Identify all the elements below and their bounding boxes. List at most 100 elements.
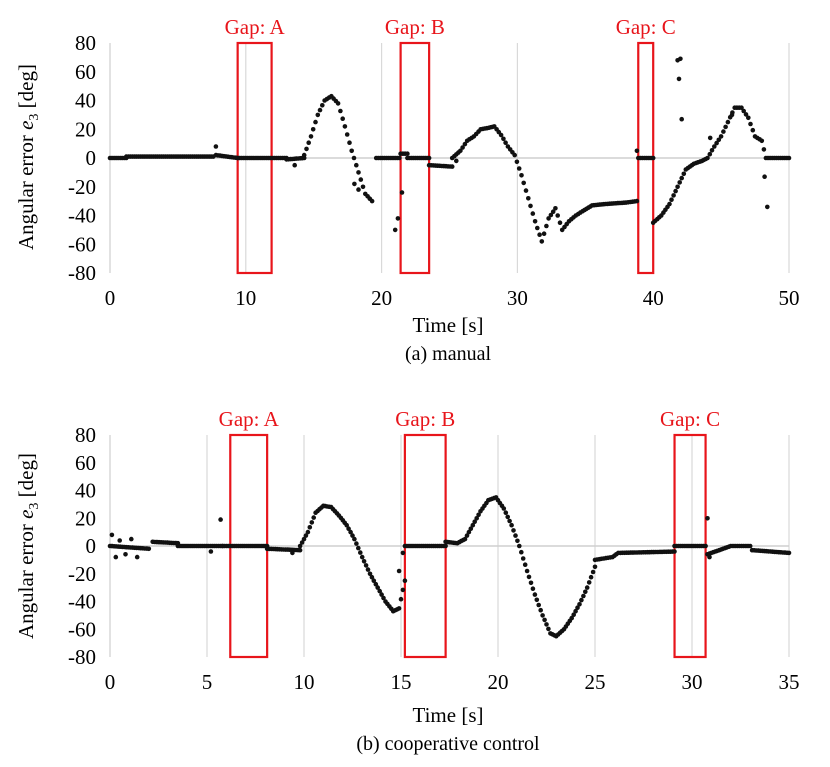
- y-tick-label: 40: [75, 479, 96, 503]
- chart-caption: (a) manual: [405, 343, 492, 365]
- data-point: [588, 574, 594, 580]
- data-point: [548, 212, 554, 218]
- data-point: [741, 108, 746, 114]
- data-point: [761, 147, 767, 152]
- data-point: [354, 541, 359, 546]
- y-axis-label: Angular error e3 [deg]: [14, 64, 42, 250]
- data-point: [676, 76, 682, 82]
- data-point: [712, 144, 717, 149]
- x-tick-label: 40: [643, 286, 664, 310]
- data-point: [516, 166, 522, 171]
- data-point: [679, 175, 684, 181]
- data-point: [449, 164, 455, 169]
- x-tick-label: 10: [235, 286, 256, 310]
- x-tick-labels: 0 5 10 15 20 25 30 35: [105, 670, 800, 694]
- data-point: [650, 155, 656, 161]
- data-point: [677, 180, 682, 185]
- data-point: [306, 140, 312, 145]
- data-point: [369, 198, 375, 204]
- data-point: [392, 227, 398, 233]
- data-point: [537, 232, 542, 237]
- y-tick-label: -60: [68, 617, 96, 641]
- data-point: [367, 571, 373, 577]
- x-tick-label: 15: [391, 670, 412, 694]
- data-point: [400, 587, 406, 593]
- data-point: [113, 554, 119, 560]
- data-point: [721, 129, 726, 134]
- gap-labels: Gap: A Gap: B Gap: C: [219, 407, 720, 431]
- data-point: [129, 536, 134, 542]
- data-point: [301, 536, 307, 542]
- data-point: [577, 602, 582, 607]
- data-point: [539, 239, 545, 244]
- y-tick-label: 80: [75, 423, 96, 447]
- data-point: [709, 148, 715, 153]
- data-point: [354, 162, 359, 168]
- data-point: [535, 225, 540, 231]
- data-point: [474, 516, 480, 521]
- data-point: [340, 116, 346, 121]
- data-point: [583, 589, 588, 595]
- data-point: [584, 585, 590, 590]
- data-point: [743, 112, 749, 117]
- data-point: [402, 578, 408, 583]
- y-axis-label: Angular error e3 [deg]: [14, 453, 42, 639]
- data-point: [528, 203, 533, 209]
- x-tick-label: 30: [682, 670, 703, 694]
- y-tick-label: -60: [68, 232, 96, 256]
- data-point: [356, 170, 361, 175]
- data-point: [313, 119, 318, 125]
- data-point: [360, 184, 366, 190]
- data-point: [526, 196, 531, 201]
- data-point: [472, 519, 478, 524]
- data-point: [395, 216, 401, 221]
- data-point: [530, 211, 536, 216]
- data-point: [678, 56, 683, 62]
- data-point: [208, 549, 214, 554]
- data-point: [517, 543, 522, 549]
- data-point: [373, 581, 379, 587]
- data-point: [503, 510, 509, 515]
- data-point: [470, 522, 476, 528]
- data-point: [523, 188, 529, 193]
- y-tick-label: -80: [68, 645, 96, 669]
- data-point: [707, 151, 713, 157]
- data-point: [464, 533, 470, 538]
- data-point: [311, 515, 317, 520]
- data-point: [707, 554, 712, 560]
- data-point: [349, 148, 355, 154]
- gap-label: Gap: B: [395, 407, 455, 431]
- data-point: [315, 112, 321, 118]
- data-point: [729, 112, 735, 118]
- data-point: [538, 607, 543, 613]
- data-point: [369, 574, 375, 580]
- data-point: [532, 219, 538, 224]
- data-point: [541, 231, 547, 236]
- data-point: [557, 220, 563, 225]
- x-tick-label: 20: [488, 670, 509, 694]
- data-point: [569, 615, 574, 621]
- data-point: [515, 538, 520, 544]
- data-point: [305, 529, 311, 535]
- data-point: [746, 115, 751, 121]
- data-point: [705, 155, 710, 161]
- data-point: [351, 155, 357, 161]
- data-point: [344, 132, 350, 137]
- chart-cooperative-control: -80 -60 -40 -20 0 20 40 60 80 0 5 10 15 20 25 30 35 Gap…: [14, 407, 800, 755]
- data-point: [350, 533, 355, 538]
- data-point: [786, 550, 792, 556]
- data-point: [466, 529, 472, 535]
- data-point: [356, 545, 361, 551]
- y-tick-labels: -80 -60 -40 -20 0 20 40 60 80: [68, 423, 96, 669]
- data-point: [750, 127, 756, 133]
- data-point: [405, 151, 410, 156]
- data-point: [705, 516, 710, 521]
- data-point: [765, 204, 770, 210]
- data-point: [443, 543, 448, 549]
- data-point: [396, 568, 402, 574]
- gap-label: Gap: A: [225, 15, 286, 39]
- data-point: [342, 124, 348, 129]
- data-point: [509, 522, 514, 528]
- data-point: [524, 568, 530, 574]
